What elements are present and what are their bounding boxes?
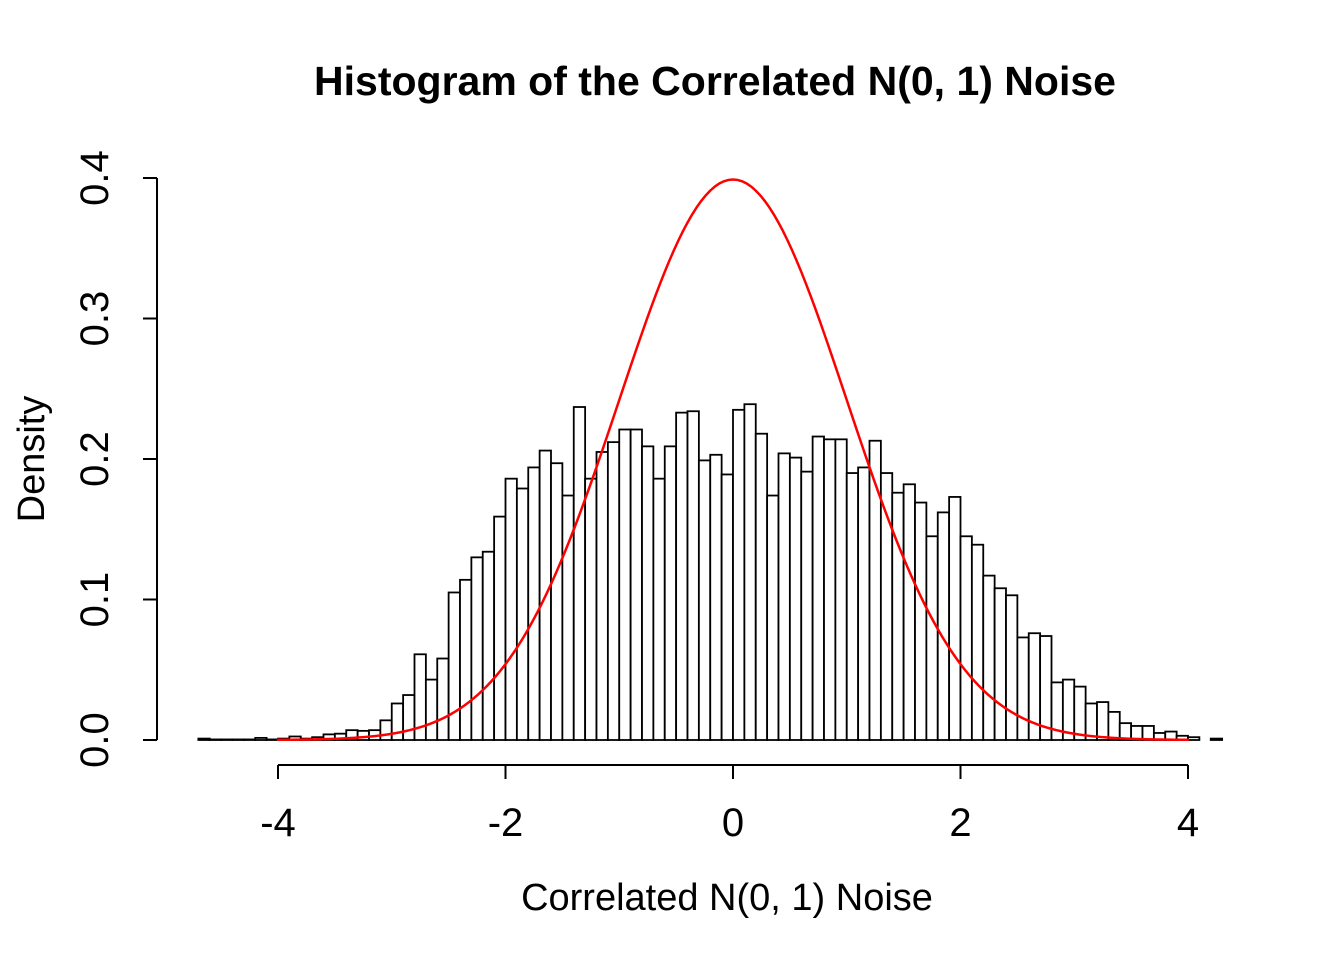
- histogram-bar: [629, 428, 643, 741]
- x-tick-label: 0: [722, 801, 744, 845]
- histogram-bar: [777, 452, 791, 741]
- histogram-bar: [447, 591, 461, 741]
- histogram-bar: [697, 459, 712, 741]
- histogram-bar: [481, 550, 496, 741]
- y-tick-label: 0.4: [73, 150, 117, 206]
- histogram-bar: [618, 428, 632, 741]
- histogram-bar: [1096, 701, 1110, 741]
- histogram-bar: [493, 515, 507, 741]
- histogram-bar: [959, 535, 973, 741]
- histogram-bar: [925, 535, 939, 741]
- histogram-bar: [663, 445, 678, 741]
- histogram-bar: [220, 738, 234, 741]
- histogram-bar: [1073, 685, 1087, 741]
- histogram-bar: [686, 410, 700, 741]
- y-axis-label: Density: [11, 396, 53, 523]
- histogram-bar: [732, 408, 746, 741]
- histogram-bar: [811, 435, 825, 741]
- histogram-bar: [527, 466, 541, 741]
- histogram-bar: [709, 453, 723, 741]
- histogram-bar: [1039, 635, 1053, 741]
- y-tick-label: 0.0: [73, 712, 117, 768]
- histogram-bar: [891, 491, 905, 741]
- histogram-bar: [936, 511, 951, 741]
- histogram-bar: [754, 432, 769, 741]
- histogram-bar: [459, 578, 473, 741]
- histogram-bar: [424, 678, 439, 741]
- x-tick-label: -2: [488, 801, 524, 845]
- histogram-bar: [1209, 737, 1224, 741]
- x-tick-label: 4: [1177, 801, 1199, 845]
- histogram-bar: [515, 487, 530, 741]
- histogram-bar: [595, 451, 609, 741]
- histogram-bar: [242, 738, 257, 741]
- histogram-bar: [834, 438, 848, 741]
- density-curve-path: [276, 178, 1190, 742]
- histogram-bar: [993, 587, 1007, 741]
- normal-density-curve: [276, 178, 1190, 742]
- histogram-bar: [857, 466, 871, 741]
- histogram-bars: [197, 403, 1224, 741]
- histogram-bar: [1141, 725, 1155, 741]
- y-tick-label: 0.2: [73, 431, 117, 487]
- histogram-bar: [208, 738, 223, 741]
- histogram-bar: [641, 445, 655, 741]
- histogram-bar: [652, 477, 666, 741]
- histogram-bar: [606, 441, 621, 741]
- histogram-bar: [572, 406, 587, 741]
- histogram-bar: [902, 483, 916, 741]
- histogram-bar: [766, 494, 780, 741]
- histogram-bar: [197, 737, 211, 741]
- histogram-bar: [436, 657, 450, 741]
- x-axis-label: Correlated N(0, 1) Noise: [521, 877, 933, 919]
- histogram-bar: [379, 719, 393, 741]
- chart-title: Histogram of the Correlated N(0, 1) Nois…: [314, 58, 1116, 104]
- histogram-bar: [584, 477, 598, 741]
- histogram-bar: [914, 501, 928, 741]
- histogram-bar: [504, 477, 518, 741]
- histogram-bar: [675, 411, 689, 741]
- histogram-bar: [720, 473, 734, 741]
- histogram-bar: [788, 456, 803, 741]
- histogram-bar: [1016, 636, 1030, 741]
- histogram-bar: [823, 438, 837, 741]
- histogram-bar: [800, 470, 814, 741]
- x-tick-label: -4: [260, 801, 296, 845]
- histogram-bar: [550, 462, 564, 741]
- axes: -4 -2 0 2 4 0.0 0.1 0.2 0.3 0.4: [73, 150, 1199, 845]
- histogram-bar: [948, 496, 962, 741]
- histogram-bar: [970, 543, 985, 741]
- histogram-bar: [231, 738, 245, 741]
- histogram-bar: [743, 403, 757, 741]
- histogram-bar: [265, 738, 279, 741]
- histogram-bar: [402, 694, 416, 741]
- histogram-bar: [1005, 594, 1019, 741]
- y-tick-label: 0.3: [73, 291, 117, 347]
- histogram-bar: [254, 736, 268, 741]
- x-tick-label: 2: [949, 801, 971, 845]
- histogram-bar: [1187, 736, 1201, 741]
- histogram-bar: [470, 556, 484, 741]
- y-tick-label: 0.1: [73, 572, 117, 628]
- histogram-bar: [1107, 711, 1121, 741]
- histogram-bar: [845, 472, 860, 741]
- histogram-bar: [982, 574, 996, 741]
